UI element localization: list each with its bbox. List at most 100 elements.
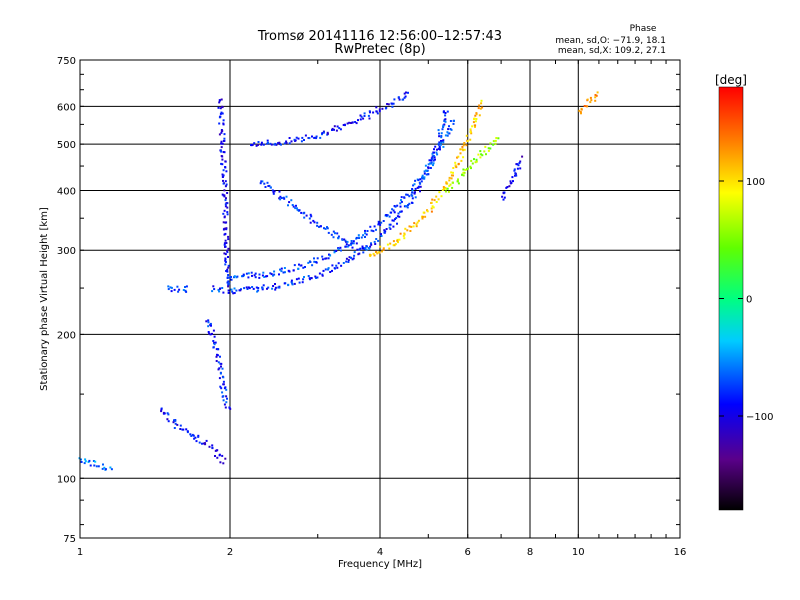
data-point — [364, 236, 366, 238]
data-point — [167, 420, 170, 423]
data-point — [394, 243, 397, 246]
data-point — [347, 261, 350, 263]
data-point — [369, 245, 372, 248]
data-point — [218, 116, 221, 119]
data-point — [331, 129, 333, 131]
data-point — [260, 180, 263, 183]
data-point — [471, 125, 474, 128]
data-point — [224, 205, 227, 208]
data-point — [446, 187, 449, 190]
data-point — [452, 171, 454, 174]
data-point — [233, 287, 236, 290]
data-point — [327, 268, 329, 271]
y-tick-label: 100 — [57, 474, 76, 485]
data-point — [376, 112, 379, 115]
data-point — [430, 210, 433, 213]
data-point — [449, 183, 452, 186]
data-point — [414, 191, 416, 194]
data-point — [363, 112, 366, 115]
data-point — [223, 133, 226, 136]
data-point — [88, 459, 91, 462]
data-point — [465, 144, 468, 147]
data-point — [510, 182, 513, 184]
data-point — [397, 212, 400, 215]
stats-line-o: mean, sd,O: −71.9, 18.1 — [555, 36, 666, 46]
data-point — [439, 148, 441, 151]
data-point — [485, 153, 487, 156]
data-point — [216, 449, 219, 452]
data-point — [304, 134, 307, 137]
data-point — [333, 125, 336, 128]
data-point — [452, 167, 455, 169]
data-point — [285, 195, 288, 198]
data-point — [388, 226, 391, 229]
data-point — [221, 142, 224, 145]
data-point — [444, 112, 447, 114]
data-point — [321, 258, 324, 261]
data-point — [273, 273, 276, 276]
data-point — [109, 466, 112, 469]
data-point — [479, 156, 482, 159]
data-point — [80, 458, 82, 461]
data-point — [300, 211, 303, 214]
data-point — [160, 410, 163, 413]
data-point — [292, 205, 295, 208]
data-point — [382, 220, 385, 222]
data-point — [219, 372, 222, 375]
data-point — [103, 466, 106, 469]
data-point — [422, 211, 425, 214]
data-point — [469, 138, 472, 141]
data-point — [418, 185, 420, 188]
data-point — [442, 126, 445, 128]
data-point — [362, 234, 365, 237]
data-point — [474, 124, 477, 127]
data-point — [83, 462, 86, 465]
data-point — [456, 156, 459, 159]
data-point — [342, 262, 345, 264]
data-point — [501, 195, 504, 198]
data-point — [380, 221, 383, 224]
data-point — [358, 236, 360, 239]
data-point — [369, 225, 372, 228]
data-point — [278, 273, 280, 276]
data-point — [217, 106, 220, 109]
data-point — [309, 213, 312, 216]
data-point — [189, 433, 192, 436]
data-point — [301, 136, 304, 139]
data-point — [417, 179, 420, 182]
data-point — [326, 227, 329, 230]
data-point — [295, 278, 298, 281]
data-point — [215, 355, 218, 358]
data-point — [411, 194, 414, 197]
data-point — [95, 465, 98, 468]
data-point — [350, 240, 353, 242]
data-point — [438, 145, 441, 148]
data-point — [227, 285, 230, 288]
data-point — [470, 132, 473, 135]
data-point — [216, 456, 219, 459]
data-point — [409, 230, 412, 232]
data-point — [305, 214, 308, 217]
data-point — [280, 267, 283, 270]
data-point — [579, 110, 582, 113]
data-point — [321, 255, 324, 258]
data-point — [219, 149, 222, 152]
data-point — [272, 191, 275, 194]
data-point — [247, 272, 250, 275]
data-point — [470, 167, 472, 170]
data-point — [288, 142, 291, 145]
data-point — [226, 277, 229, 279]
data-point — [432, 155, 435, 157]
data-point — [494, 142, 497, 145]
data-point — [176, 423, 179, 426]
data-point — [445, 187, 448, 190]
data-point — [462, 156, 465, 159]
data-point — [269, 272, 272, 275]
data-point — [212, 346, 215, 349]
data-point — [247, 276, 250, 279]
data-point — [338, 127, 341, 130]
trace-0 — [211, 110, 449, 295]
data-point — [430, 207, 433, 210]
data-point — [304, 266, 306, 268]
data-point — [325, 257, 328, 260]
